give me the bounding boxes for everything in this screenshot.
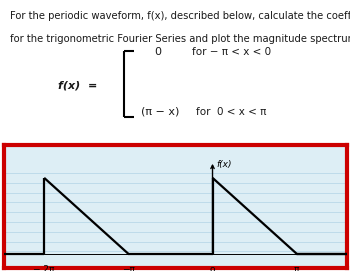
- Text: o: o: [210, 265, 215, 271]
- Text: f(x): f(x): [217, 160, 232, 169]
- Text: For the periodic waveform, f(x), described below, calculate the coefficients: For the periodic waveform, f(x), describ…: [10, 11, 350, 21]
- Text: − 2π: − 2π: [33, 265, 55, 271]
- Text: 0: 0: [154, 47, 161, 57]
- Text: −π: −π: [122, 265, 135, 271]
- Text: (π − x): (π − x): [141, 107, 179, 117]
- Text: π: π: [294, 265, 300, 271]
- Text: for  0 < x < π: for 0 < x < π: [196, 107, 266, 117]
- Text: for the trigonometric Fourier Series and plot the magnitude spectrum.: for the trigonometric Fourier Series and…: [10, 34, 350, 44]
- Text: for − π < x < 0: for − π < x < 0: [192, 47, 271, 57]
- Text: f(x)  =: f(x) =: [58, 81, 98, 91]
